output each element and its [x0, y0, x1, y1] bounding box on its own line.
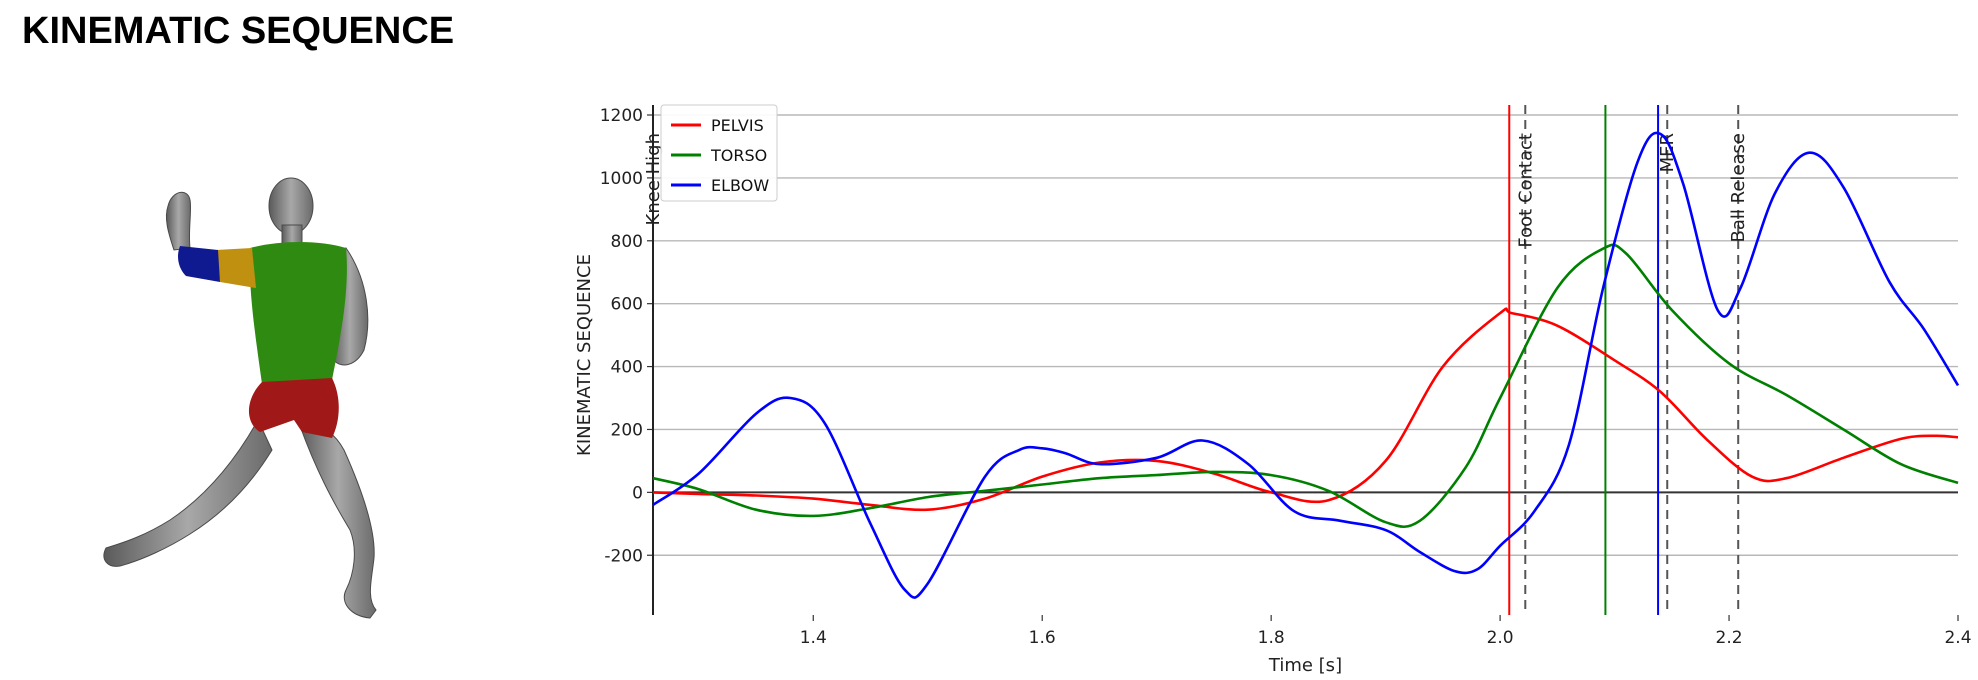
- y-tick-label: 1200: [600, 106, 643, 126]
- y-tick-label: 800: [611, 232, 643, 252]
- y-tick-label: 0: [632, 483, 643, 503]
- grid: [653, 114, 1958, 556]
- y-tick-label: -200: [604, 546, 643, 566]
- ticks: -200 0 200 400 600 800 1000 1200 1.4 1.6 1.8 2.0 2.2…: [600, 106, 1972, 648]
- figure-segments: [178, 242, 347, 438]
- event-label: Foot Contact: [1515, 133, 1536, 248]
- x-tick-label: 2.4: [1944, 628, 1971, 648]
- kinematic-chart: -200 0 200 400 600 800 1000 1200 1.4 1.6 1.8 2.0 2.2…: [574, 104, 1972, 676]
- torso-segment: [249, 242, 347, 384]
- y-tick-label: 400: [611, 358, 643, 378]
- x-tick-label: 2.2: [1716, 628, 1743, 648]
- legend-label: ELBOW: [711, 176, 769, 195]
- forearm-segment: [178, 246, 220, 282]
- legend: PELVIS TORSO ELBOW: [660, 104, 778, 202]
- event-label: MER: [1657, 133, 1678, 172]
- legend-label: TORSO: [710, 146, 767, 165]
- series-lines: [652, 131, 1960, 599]
- y-tick-label: 600: [611, 295, 643, 315]
- page-title: KINEMATIC SEQUENCE: [22, 10, 455, 52]
- x-tick-label: 1.6: [1029, 628, 1056, 648]
- series-line-torso: [652, 243, 1959, 529]
- pelvis-segment: [248, 378, 339, 438]
- upper-arm-segment: [216, 248, 256, 288]
- x-tick-label: 1.4: [800, 628, 827, 648]
- event-label: Knee High: [643, 133, 664, 225]
- x-tick-label: 2.0: [1487, 628, 1514, 648]
- legend-label: PELVIS: [711, 116, 764, 135]
- y-axis-label: KINEMATIC SEQUENCE: [574, 254, 595, 456]
- y-tick-label: 200: [611, 420, 643, 440]
- x-tick-label: 1.8: [1258, 628, 1285, 648]
- pitcher-3d-model-icon: [103, 177, 377, 619]
- event-label: Ball Release: [1728, 133, 1749, 242]
- series-line-pelvis: [652, 307, 1959, 512]
- legend-box: [660, 104, 778, 202]
- event-markers: Knee High Foot Contact MER Ball Release: [643, 105, 1749, 615]
- x-axis-label: Time [s]: [1268, 655, 1342, 676]
- y-tick-label: 1000: [600, 169, 643, 189]
- series-line-elbow: [652, 131, 1960, 599]
